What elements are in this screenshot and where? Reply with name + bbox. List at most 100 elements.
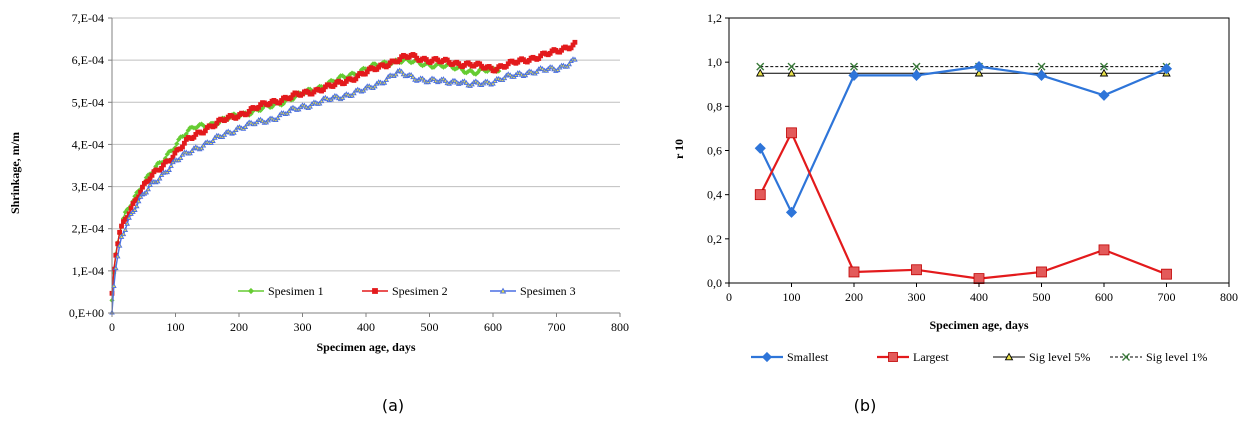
legend-swatch-marker <box>247 287 255 295</box>
y-tick-label: 3,E-04 <box>72 180 104 194</box>
data-point <box>117 229 123 235</box>
data-point <box>555 67 561 73</box>
data-point <box>156 175 163 181</box>
data-point <box>177 154 184 160</box>
chart-a-series <box>109 39 578 315</box>
legend-swatch-marker <box>1004 352 1014 361</box>
legend-swatch-marker <box>372 288 378 294</box>
x-tick-label: 400 <box>970 290 988 304</box>
chart-b-y-axis-label: r 10 <box>672 139 686 159</box>
y-tick-label: 0,4 <box>707 188 722 202</box>
data-point <box>113 265 119 271</box>
y-tick-label: 0,2 <box>707 232 722 246</box>
chart-b: 0,0 0,2 0,4 0,6 0,8 1,0 1,2 0 100 200 300 400 500 60… <box>672 11 1238 364</box>
y-tick-label: 1,0 <box>707 55 722 69</box>
legend-label: Largest <box>913 350 949 364</box>
data-point <box>233 127 239 133</box>
data-point <box>911 264 922 276</box>
data-point <box>501 75 508 81</box>
data-point <box>360 87 367 93</box>
x-tick-label: 0 <box>109 320 115 334</box>
y-tick-label: 1,E-04 <box>72 264 104 278</box>
legend-swatch-marker <box>1122 353 1130 361</box>
data-point <box>210 137 216 143</box>
chart-a-legend: Spesimen 1 Spesimen 2 Spesimen 3 <box>238 284 576 298</box>
x-tick-label: 700 <box>548 320 566 334</box>
data-point <box>189 148 195 154</box>
data-point <box>120 231 127 237</box>
data-point <box>132 206 138 212</box>
chart-b-axes <box>728 17 1230 284</box>
data-point <box>393 71 399 77</box>
y-tick-label: 5,E-04 <box>72 95 104 109</box>
y-tick-label: 1,2 <box>707 11 722 25</box>
data-point <box>318 98 325 104</box>
data-point <box>181 140 187 146</box>
data-point <box>973 273 985 284</box>
data-point <box>242 124 249 130</box>
data-point <box>564 63 571 69</box>
y-tick-label: 4,E-04 <box>72 137 104 151</box>
legend-label: Sig level 5% <box>1029 350 1090 364</box>
data-point <box>848 266 860 278</box>
series-line <box>759 65 1167 215</box>
data-point <box>174 141 180 147</box>
data-point <box>135 198 142 204</box>
data-point <box>756 62 765 71</box>
legend-label: Sig level 1% <box>1146 350 1207 364</box>
legend-label: Smallest <box>787 350 829 364</box>
data-point <box>910 69 923 81</box>
x-tick-label: 200 <box>230 320 248 334</box>
chart-b-series <box>754 61 1173 284</box>
data-point <box>286 108 292 114</box>
chart-b-legend: Smallest Largest Sig level 5% Sig level 1% <box>751 350 1207 364</box>
data-point <box>410 74 416 80</box>
series-largest <box>754 127 1172 284</box>
chart-a-y-axis-label: Shrinkage, m/m <box>8 132 22 214</box>
legend-swatch-marker <box>499 287 507 294</box>
y-tick-label: 6,E-04 <box>72 53 104 67</box>
data-point <box>168 162 174 168</box>
series-spesimen-3 <box>109 56 578 315</box>
data-point <box>785 206 798 218</box>
x-tick-label: 200 <box>845 290 863 304</box>
data-point <box>408 71 414 77</box>
data-point <box>339 94 346 100</box>
data-point <box>912 62 921 71</box>
data-point <box>786 127 797 139</box>
data-point <box>1036 266 1047 278</box>
data-point <box>284 110 291 116</box>
x-tick-label: 600 <box>1095 290 1113 304</box>
data-point <box>1099 68 1109 77</box>
legend-label: Spesimen 1 <box>268 284 324 298</box>
data-point <box>137 193 144 199</box>
data-point <box>111 283 117 288</box>
data-point <box>463 79 470 85</box>
data-point <box>200 142 207 148</box>
x-tick-label: 800 <box>1220 290 1238 304</box>
data-point <box>372 83 378 89</box>
x-tick-label: 500 <box>421 320 439 334</box>
data-point <box>754 189 766 201</box>
series-sig-level-5- <box>755 68 1171 77</box>
data-point <box>490 80 496 86</box>
y-tick-label: 2,E-04 <box>72 222 104 236</box>
data-point <box>566 61 572 67</box>
data-point <box>295 106 302 112</box>
chart-b-x-ticks: 0 100 200 300 400 500 600 700 800 <box>726 283 1238 304</box>
data-point <box>381 79 388 85</box>
data-point <box>755 68 765 77</box>
data-point <box>351 90 357 96</box>
data-point <box>114 253 121 259</box>
plot-frame <box>728 17 1230 284</box>
data-point <box>1161 268 1172 280</box>
data-point <box>274 115 281 121</box>
y-tick-label: 7,E-04 <box>72 11 104 25</box>
y-tick-label: 0,E+00 <box>69 306 104 320</box>
data-point <box>154 178 161 184</box>
chart-a-gridlines <box>112 17 620 272</box>
data-point <box>119 223 124 229</box>
chart-a-axes <box>111 18 620 314</box>
data-point <box>126 214 132 220</box>
caption-b: (b) <box>854 396 877 415</box>
